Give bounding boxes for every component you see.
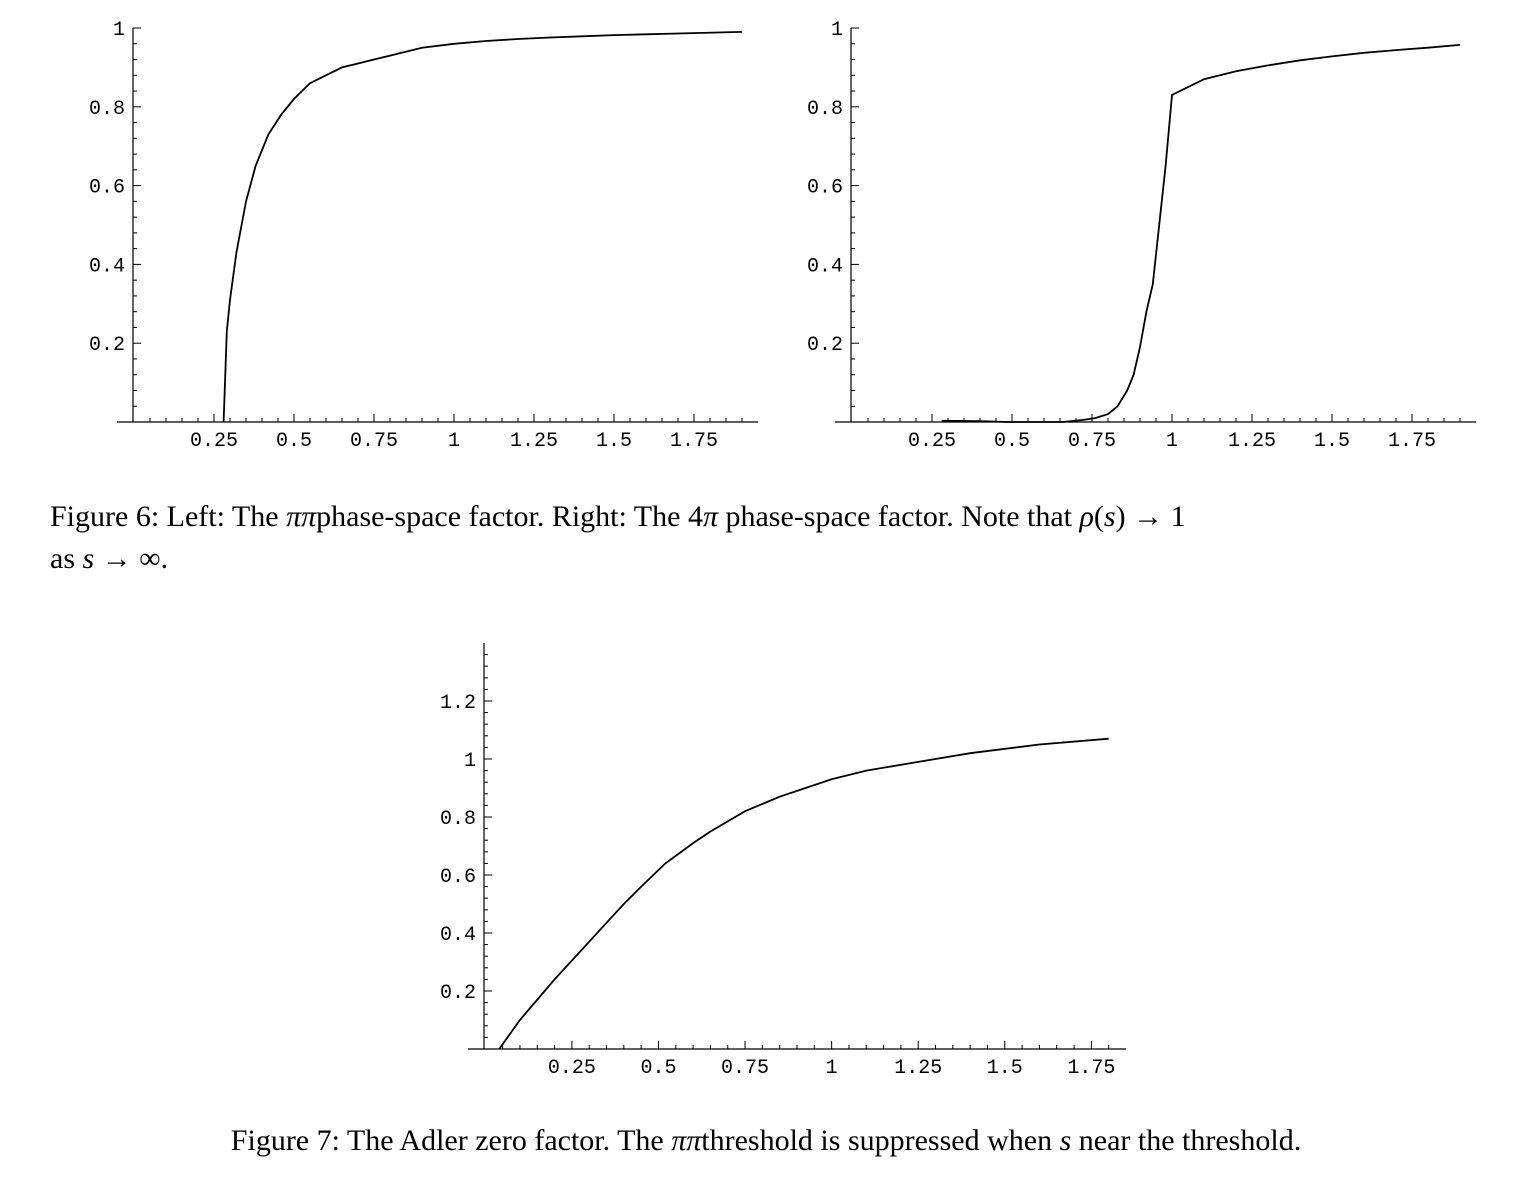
figure7-s: s: [1059, 1124, 1072, 1157]
figure6-pipi: ππ: [286, 500, 317, 533]
x-tick-label: 0.25: [190, 430, 238, 453]
y-tick-label: 0.8: [440, 808, 476, 831]
figure7-caption-text: Figure 7: The Adler zero factor. The: [230, 1124, 672, 1157]
figure7-chart: 0.25 0.5 0.75 1 1.25 1.5 1.75 0.2 0.4 0.6 0.8 1 1.2: [440, 643, 1126, 1080]
curve-bottom: [498, 737, 1109, 1050]
curve-left: [222, 31, 743, 423]
x-tick-label: 1.5: [596, 430, 632, 453]
figure6-s: s: [1103, 500, 1116, 533]
y-tick-label: 0.6: [807, 177, 843, 200]
y-tick-label: 0.4: [89, 255, 125, 278]
x-tick-label: 0.75: [721, 1057, 769, 1080]
figure6-caption-text: ) → 1: [1115, 500, 1186, 533]
x-tick-label: 1.75: [1067, 1057, 1115, 1080]
y-tick-label: 1: [113, 19, 125, 42]
x-tick-label: 0.5: [994, 430, 1030, 453]
figure7-caption: Figure 7: The Adler zero factor. The ππt…: [0, 1120, 1532, 1162]
y-tick-label: 0.6: [89, 177, 125, 200]
figure6-caption-text: (: [1093, 500, 1104, 533]
y-tick-label: 0.8: [89, 98, 125, 121]
x-tick-label: 0.5: [640, 1057, 676, 1080]
x-tick-label: 1.25: [510, 430, 558, 453]
figure6-caption-text: phase-space factor. Right: The 4: [316, 500, 703, 533]
x-tick-label: 1: [1166, 430, 1178, 453]
y-tick-label: 0.2: [89, 334, 125, 357]
x-tick-label: 0.25: [548, 1057, 596, 1080]
x-tick-label: 0.5: [276, 430, 312, 453]
y-tick-label: 0.6: [440, 866, 476, 889]
figure6-caption-text: phase-space factor. Note that: [717, 500, 1080, 533]
figure6-left-chart: 0.25 0.5 0.75 1 1.25 1.5 1.75 0.2 0.4 0.6 0.8 1: [89, 19, 758, 453]
x-tick-label: 0.75: [350, 430, 398, 453]
x-tick-label: 1.5: [1314, 430, 1350, 453]
figure6-caption-text: → ∞.: [94, 542, 169, 575]
x-tick-label: 1: [448, 430, 460, 453]
figure6-caption: Figure 6: Left: The ππphase-space factor…: [50, 496, 1510, 580]
y-tick-label: 0.2: [807, 334, 843, 357]
x-tick-label: 1.25: [894, 1057, 942, 1080]
x-tick-label: 1.75: [670, 430, 718, 453]
figure7-caption-text: threshold is suppressed when: [701, 1124, 1060, 1157]
y-tick-label: 1: [831, 19, 843, 42]
figure6-right-chart: 0.25 0.5 0.75 1 1.25 1.5 1.75 0.2 0.4 0.6 0.8 1: [807, 19, 1476, 453]
figure6-caption-text: as: [50, 542, 83, 575]
x-tick-label: 0.75: [1068, 430, 1116, 453]
y-tick-label: 0.8: [807, 98, 843, 121]
x-tick-label: 0.25: [908, 430, 956, 453]
y-tick-label: 1.2: [440, 692, 476, 715]
y-tick-label: 0.4: [807, 255, 843, 278]
figure6-caption-text: Figure 6: Left: The: [50, 500, 287, 533]
figure6-rho: ρ: [1079, 500, 1094, 533]
x-tick-label: 1.75: [1388, 430, 1436, 453]
figure7-caption-text: near the threshold.: [1071, 1124, 1302, 1157]
y-tick-label: 0.4: [440, 924, 476, 947]
y-tick-label: 0.2: [440, 982, 476, 1005]
curve-right: [941, 44, 1461, 423]
figure6-s: s: [82, 542, 95, 575]
y-tick-label: 1: [464, 750, 476, 773]
x-tick-label: 1: [826, 1057, 838, 1080]
x-tick-label: 1.5: [987, 1057, 1023, 1080]
figure7-pipi: ππ: [671, 1124, 702, 1157]
figure6-pi: π: [702, 500, 718, 533]
x-tick-label: 1.25: [1228, 430, 1276, 453]
